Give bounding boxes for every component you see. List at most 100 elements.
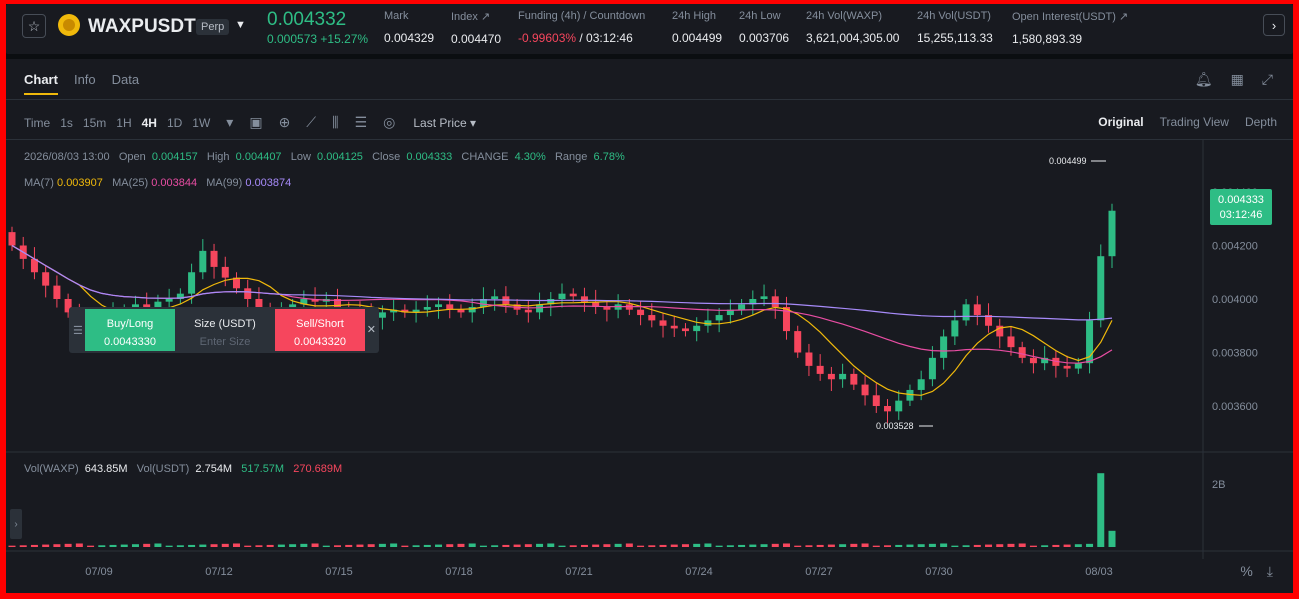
volume-bar [210, 544, 218, 547]
volume-bar [154, 543, 162, 547]
app-frame: ☆ WAXPUSDT Perp ▼ 0.004332 0.000573 +15.… [6, 4, 1293, 593]
candle-body [524, 309, 532, 313]
volume-bar [558, 545, 566, 547]
volume-bar [895, 544, 903, 547]
volume-bar [771, 543, 779, 547]
volume-readout: Vol(WAXP) 643.85M Vol(USDT) 2.754M 517.5… [24, 463, 343, 475]
stat-index[interactable]: Index ↗ 0.004470 [451, 11, 502, 46]
interval-1s[interactable]: 1s [60, 115, 73, 130]
price-type-select[interactable]: Last Price ▾ [413, 115, 477, 130]
candle-body [468, 307, 476, 313]
symbol-name[interactable]: WAXPUSDT [88, 16, 196, 37]
volume-bar [87, 545, 95, 547]
candle-body [704, 320, 712, 326]
volume-bar [1007, 543, 1015, 547]
interval-15m[interactable]: 15m [82, 115, 107, 130]
interval-4h[interactable]: 4H [141, 115, 157, 130]
view-trading-view[interactable]: Trading View [1159, 115, 1229, 129]
interval-dropdown-caret-icon[interactable]: ▾ [226, 114, 234, 130]
candle-body [1029, 357, 1037, 364]
bell-icon[interactable]: 🔔︎ [1194, 71, 1213, 87]
volume-bar [513, 544, 521, 547]
candle-body [1041, 357, 1049, 364]
percent-scale-icon[interactable]: % [1240, 563, 1253, 579]
volume-bar [423, 544, 431, 547]
volume-bar [378, 543, 386, 547]
target-icon[interactable]: ◎ [383, 114, 396, 130]
indicator-chart-icon[interactable]: ⟋ [306, 114, 317, 130]
view-original[interactable]: Original [1098, 115, 1144, 129]
volume-bar [390, 543, 398, 547]
vol-ma2-value: 270.689M [293, 463, 343, 475]
calendar-icon[interactable]: ▣ [249, 114, 263, 130]
volume-bar [131, 544, 139, 547]
candle-body [771, 296, 779, 308]
interval-time[interactable]: Time [24, 115, 51, 130]
interval-1d[interactable]: 1D [166, 115, 183, 130]
candle-body [782, 307, 790, 332]
candle-type-icon[interactable]: ⫼ [332, 114, 339, 130]
chevron-right-icon[interactable]: › [1263, 14, 1285, 36]
volume-bar [412, 545, 420, 547]
stat-open-interest[interactable]: Open Interest(USDT) ↗ 1,580,893.39 [1012, 11, 1129, 46]
volume-bar [693, 543, 701, 547]
volume-bar [681, 544, 689, 547]
drag-handle-icon[interactable]: ☰ [73, 325, 83, 337]
size-input[interactable]: Size (USDT) Enter Size [194, 318, 256, 348]
sell-short-button[interactable]: Sell/Short 0.0043320 [275, 309, 365, 351]
expand-side-icon[interactable]: › [10, 509, 22, 539]
symbol-dropdown-caret-icon[interactable]: ▼ [235, 19, 246, 31]
interval-1w[interactable]: 1W [192, 115, 211, 130]
volume-bar [603, 544, 611, 547]
volume-bar [143, 543, 151, 547]
interval-1h[interactable]: 1H [116, 115, 132, 130]
tab-data[interactable]: Data [111, 72, 140, 87]
view-depth[interactable]: Depth [1244, 115, 1277, 129]
settings-list-icon[interactable]: ☰ [354, 114, 368, 130]
expand-icon[interactable]: ⤢ [1261, 71, 1273, 87]
volume-bar [569, 545, 577, 547]
candle-body [53, 285, 61, 299]
ma99-line [11, 244, 1113, 321]
volume-bar [277, 544, 285, 547]
volume-bar [928, 543, 936, 547]
stat-24h-vol-waxp: 24h Vol(WAXP) 3,621,004,305.00 [806, 10, 900, 45]
view-switcher: Original Trading View Depth [1098, 115, 1277, 129]
auto-scale-icon[interactable]: ⤓ [1266, 563, 1273, 579]
candle-body [188, 272, 196, 294]
candle-body [951, 320, 959, 337]
add-indicator-icon[interactable]: ⊕ [278, 114, 291, 130]
volume-bar [266, 544, 274, 547]
volume-bar [749, 544, 757, 547]
volume-bar [940, 543, 948, 547]
tab-chart[interactable]: Chart [24, 72, 58, 95]
candle-body [199, 250, 207, 273]
x-tick-label: 07/15 [325, 566, 353, 578]
volume-bar [524, 544, 532, 547]
volume-bar [30, 544, 38, 547]
volume-bar [625, 543, 633, 547]
stat-24h-low: 24h Low 0.003706 [739, 10, 790, 45]
volume-bar [401, 545, 409, 547]
candle-body [917, 379, 925, 390]
volume-bar [884, 545, 892, 547]
candle-body [311, 299, 319, 302]
volume-bar [75, 543, 83, 547]
favorite-star-icon[interactable]: ☆ [22, 14, 46, 38]
buy-long-button[interactable]: Buy/Long 0.0043330 [85, 309, 175, 351]
volume-bar [98, 545, 106, 547]
y-tick-label: 0.003600 [1212, 401, 1258, 413]
candle-body [1018, 347, 1026, 358]
candle-body [536, 304, 544, 313]
quick-order-box: ☰ Buy/Long 0.0043330 Size (USDT) Enter S… [69, 307, 379, 353]
volume-bar [782, 543, 790, 547]
candle-body [176, 293, 184, 299]
tab-info[interactable]: Info [73, 72, 96, 87]
ma25-value: 0.003844 [151, 177, 198, 189]
candle-body [839, 373, 847, 380]
grid-layout-icon[interactable]: ▦ [1230, 71, 1244, 87]
close-icon[interactable]: ✕ [366, 324, 376, 336]
candle-body [446, 304, 454, 310]
candle-body [850, 373, 858, 385]
volume-bar [760, 544, 768, 547]
